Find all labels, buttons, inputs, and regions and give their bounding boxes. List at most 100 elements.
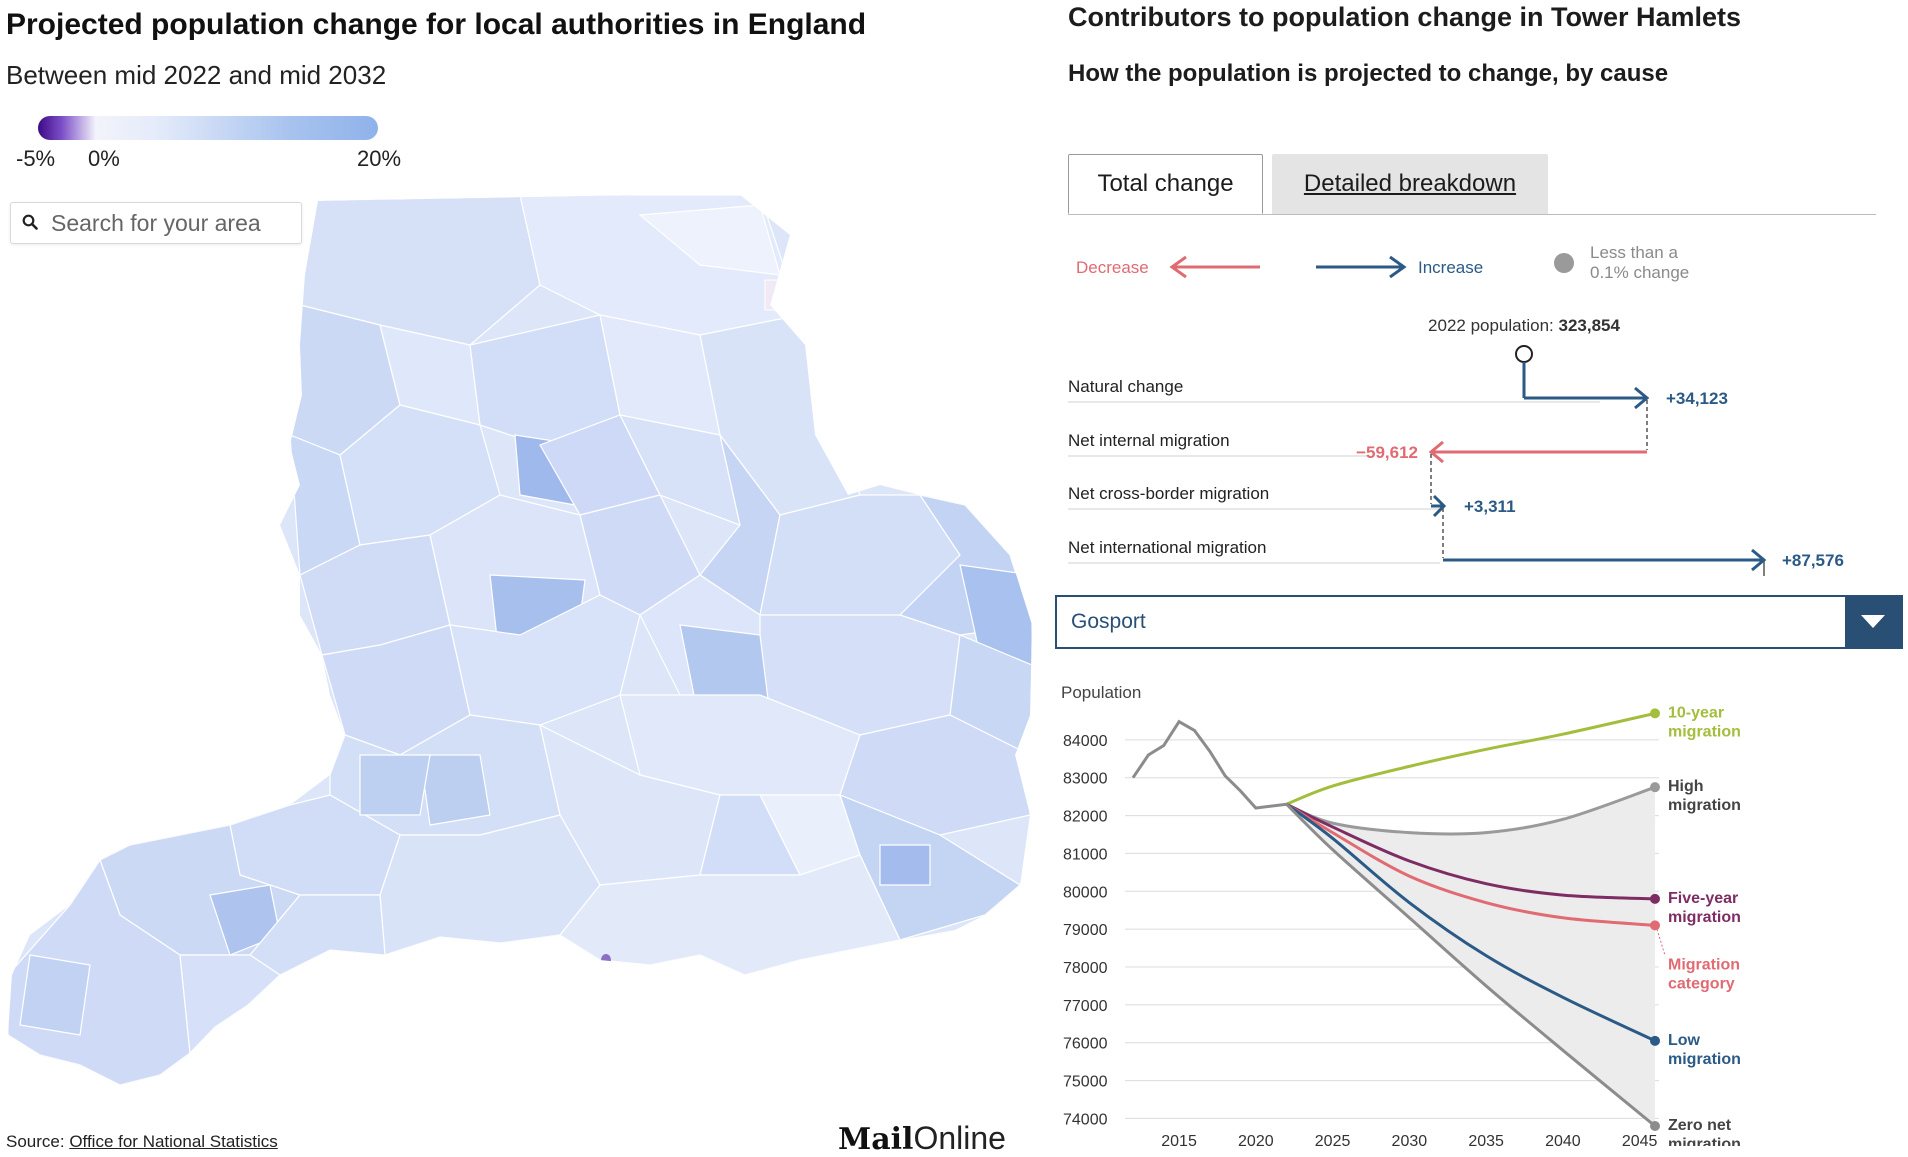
chart-ylabel: Population [1061, 683, 1141, 702]
series-label-line2: migration [1668, 1051, 1741, 1068]
search-input[interactable] [49, 208, 298, 238]
search-icon [22, 214, 38, 230]
area-select-value: Gosport [1071, 610, 1146, 633]
chevron-down-icon [1861, 615, 1885, 628]
tab-total-change[interactable]: Total change [1068, 154, 1263, 214]
x-tick-label: 2030 [1392, 1133, 1428, 1146]
value-international: +87,576 [1782, 551, 1844, 570]
source-prefix: Source: [6, 1132, 70, 1151]
row-cross-border-label: Net cross-border migration [1068, 484, 1269, 503]
contrib-title: Contributors to population change in Tow… [1068, 2, 1742, 32]
series-label-line1: Migration [1668, 956, 1740, 973]
x-tick-label: 2015 [1161, 1133, 1197, 1146]
series-label-line2: migration [1668, 909, 1741, 926]
series-end-dot [1650, 1121, 1660, 1131]
historical-line [1131, 719, 1287, 810]
source-note: Source: Office for National Statistics [6, 1132, 278, 1152]
tabs-divider [1068, 214, 1876, 215]
chart-lines [1131, 708, 1660, 1131]
legend-max-label: 20% [357, 146, 402, 171]
series-label-line2: migration [1668, 797, 1741, 814]
base-population-label: 2022 population: [1428, 316, 1558, 335]
y-tick-label: 82000 [1063, 809, 1108, 826]
legend-small-dot [1554, 253, 1574, 273]
series-label-line2: migration [1668, 723, 1741, 740]
series-line-migration-category [1285, 802, 1656, 927]
series-label-line1: Five-year [1668, 890, 1738, 907]
value-cross-border: +3,311 [1464, 497, 1516, 516]
legend-increase-arrow [1316, 255, 1407, 279]
series-line-zero-net-migration [1285, 803, 1656, 1128]
base-marker [1515, 345, 1533, 363]
y-tick-label: 83000 [1063, 771, 1108, 788]
series-line-10-year-migration [1285, 711, 1656, 806]
legend-zero-label: 0% [88, 146, 120, 171]
base-population-value: 323,854 [1559, 316, 1621, 335]
arrow-international [1443, 548, 1767, 572]
series-line-high-migration [1285, 785, 1656, 836]
series-line-five-year-migration [1285, 802, 1656, 901]
x-tick-label: 2020 [1238, 1133, 1274, 1146]
series-end-dot [1650, 782, 1660, 793]
base-population: 2022 population: 323,854 [1428, 316, 1620, 335]
arrow-cross-border [1431, 494, 1447, 518]
series-end-dot [1650, 893, 1660, 904]
y-tick-label: 76000 [1063, 1036, 1108, 1053]
area-select-toggle[interactable] [1845, 597, 1901, 647]
x-axis: 2015 2020 2025 2030 2035 2040 2045 [1161, 1133, 1657, 1146]
y-tick-label: 81000 [1063, 846, 1108, 863]
series-label-line1: 10-year [1668, 704, 1724, 721]
range-band-area [1286, 787, 1655, 1126]
arrow-internal-migration [1428, 440, 1647, 464]
series-label-line2: category [1668, 975, 1735, 992]
series-end-dot [1650, 920, 1660, 931]
logo-online: Online [913, 1120, 1006, 1156]
y-tick-label: 84000 [1063, 733, 1108, 750]
y-tick-label: 79000 [1063, 922, 1108, 939]
tab-detailed-breakdown[interactable]: Detailed breakdown [1272, 154, 1548, 214]
x-tick-label: 2040 [1545, 1133, 1581, 1146]
projection-range-band [1286, 787, 1655, 1126]
legend-small-line1: Less than a [1590, 243, 1678, 262]
map-title: Projected population change for local au… [6, 8, 867, 41]
value-natural-change: +34,123 [1666, 389, 1728, 408]
value-internal-migration: −59,612 [1356, 443, 1418, 462]
area-select[interactable]: Gosport [1055, 595, 1903, 649]
change-waterfall: Decrease Increase Less than a 0.1% chang… [1068, 243, 1844, 576]
england-map[interactable] [0, 195, 1040, 1115]
row-international-label: Net international migration [1068, 538, 1266, 557]
legend-decrease-arrow [1169, 255, 1260, 279]
population-line-chart: Population 74000 75000 76000 77000 78000 7900… [1061, 683, 1741, 1146]
series-line-low-migration [1285, 803, 1656, 1043]
series-labels: 10-year migration High migration Five-year mi… [1656, 704, 1741, 1146]
map-subtitle: Between mid 2022 and mid 2032 [6, 60, 387, 90]
series-label-line1: High [1668, 778, 1704, 795]
arrow-natural-change [1524, 386, 1650, 410]
legend-min-label: -5% [16, 146, 56, 171]
x-tick-label: 2025 [1315, 1133, 1351, 1146]
legend-small-line2: 0.1% change [1590, 263, 1689, 282]
row-internal-migration-label: Net internal migration [1068, 431, 1230, 450]
y-tick-label: 74000 [1063, 1111, 1108, 1128]
y-tick-label: 75000 [1063, 1074, 1108, 1091]
legend-color-scale [38, 116, 378, 140]
legend-increase-label: Increase [1418, 258, 1483, 277]
series-end-dot [1650, 1035, 1660, 1046]
y-tick-label: 77000 [1063, 998, 1108, 1015]
series-label-line1: Low [1668, 1032, 1701, 1049]
series-label-line2: migration [1668, 1136, 1741, 1146]
row-natural-change-label: Natural change [1068, 377, 1183, 396]
y-tick-label: 80000 [1063, 884, 1108, 901]
legend-decrease-label: Decrease [1076, 258, 1149, 277]
source-link[interactable]: Office for National Statistics [69, 1132, 278, 1151]
search-box[interactable] [10, 202, 302, 244]
x-tick-label: 2035 [1468, 1133, 1504, 1146]
map-regions[interactable] [0, 195, 1040, 1115]
mailonline-logo: MailOnline [838, 1120, 1006, 1157]
x-tick-label: 2045 [1622, 1133, 1658, 1146]
logo-mail: Mail [838, 1122, 914, 1157]
y-tick-label: 78000 [1063, 960, 1108, 977]
series-end-dot [1650, 708, 1660, 719]
map-region-negative[interactable] [601, 954, 611, 966]
contrib-subtitle: How the population is projected to chang… [1068, 60, 1669, 87]
